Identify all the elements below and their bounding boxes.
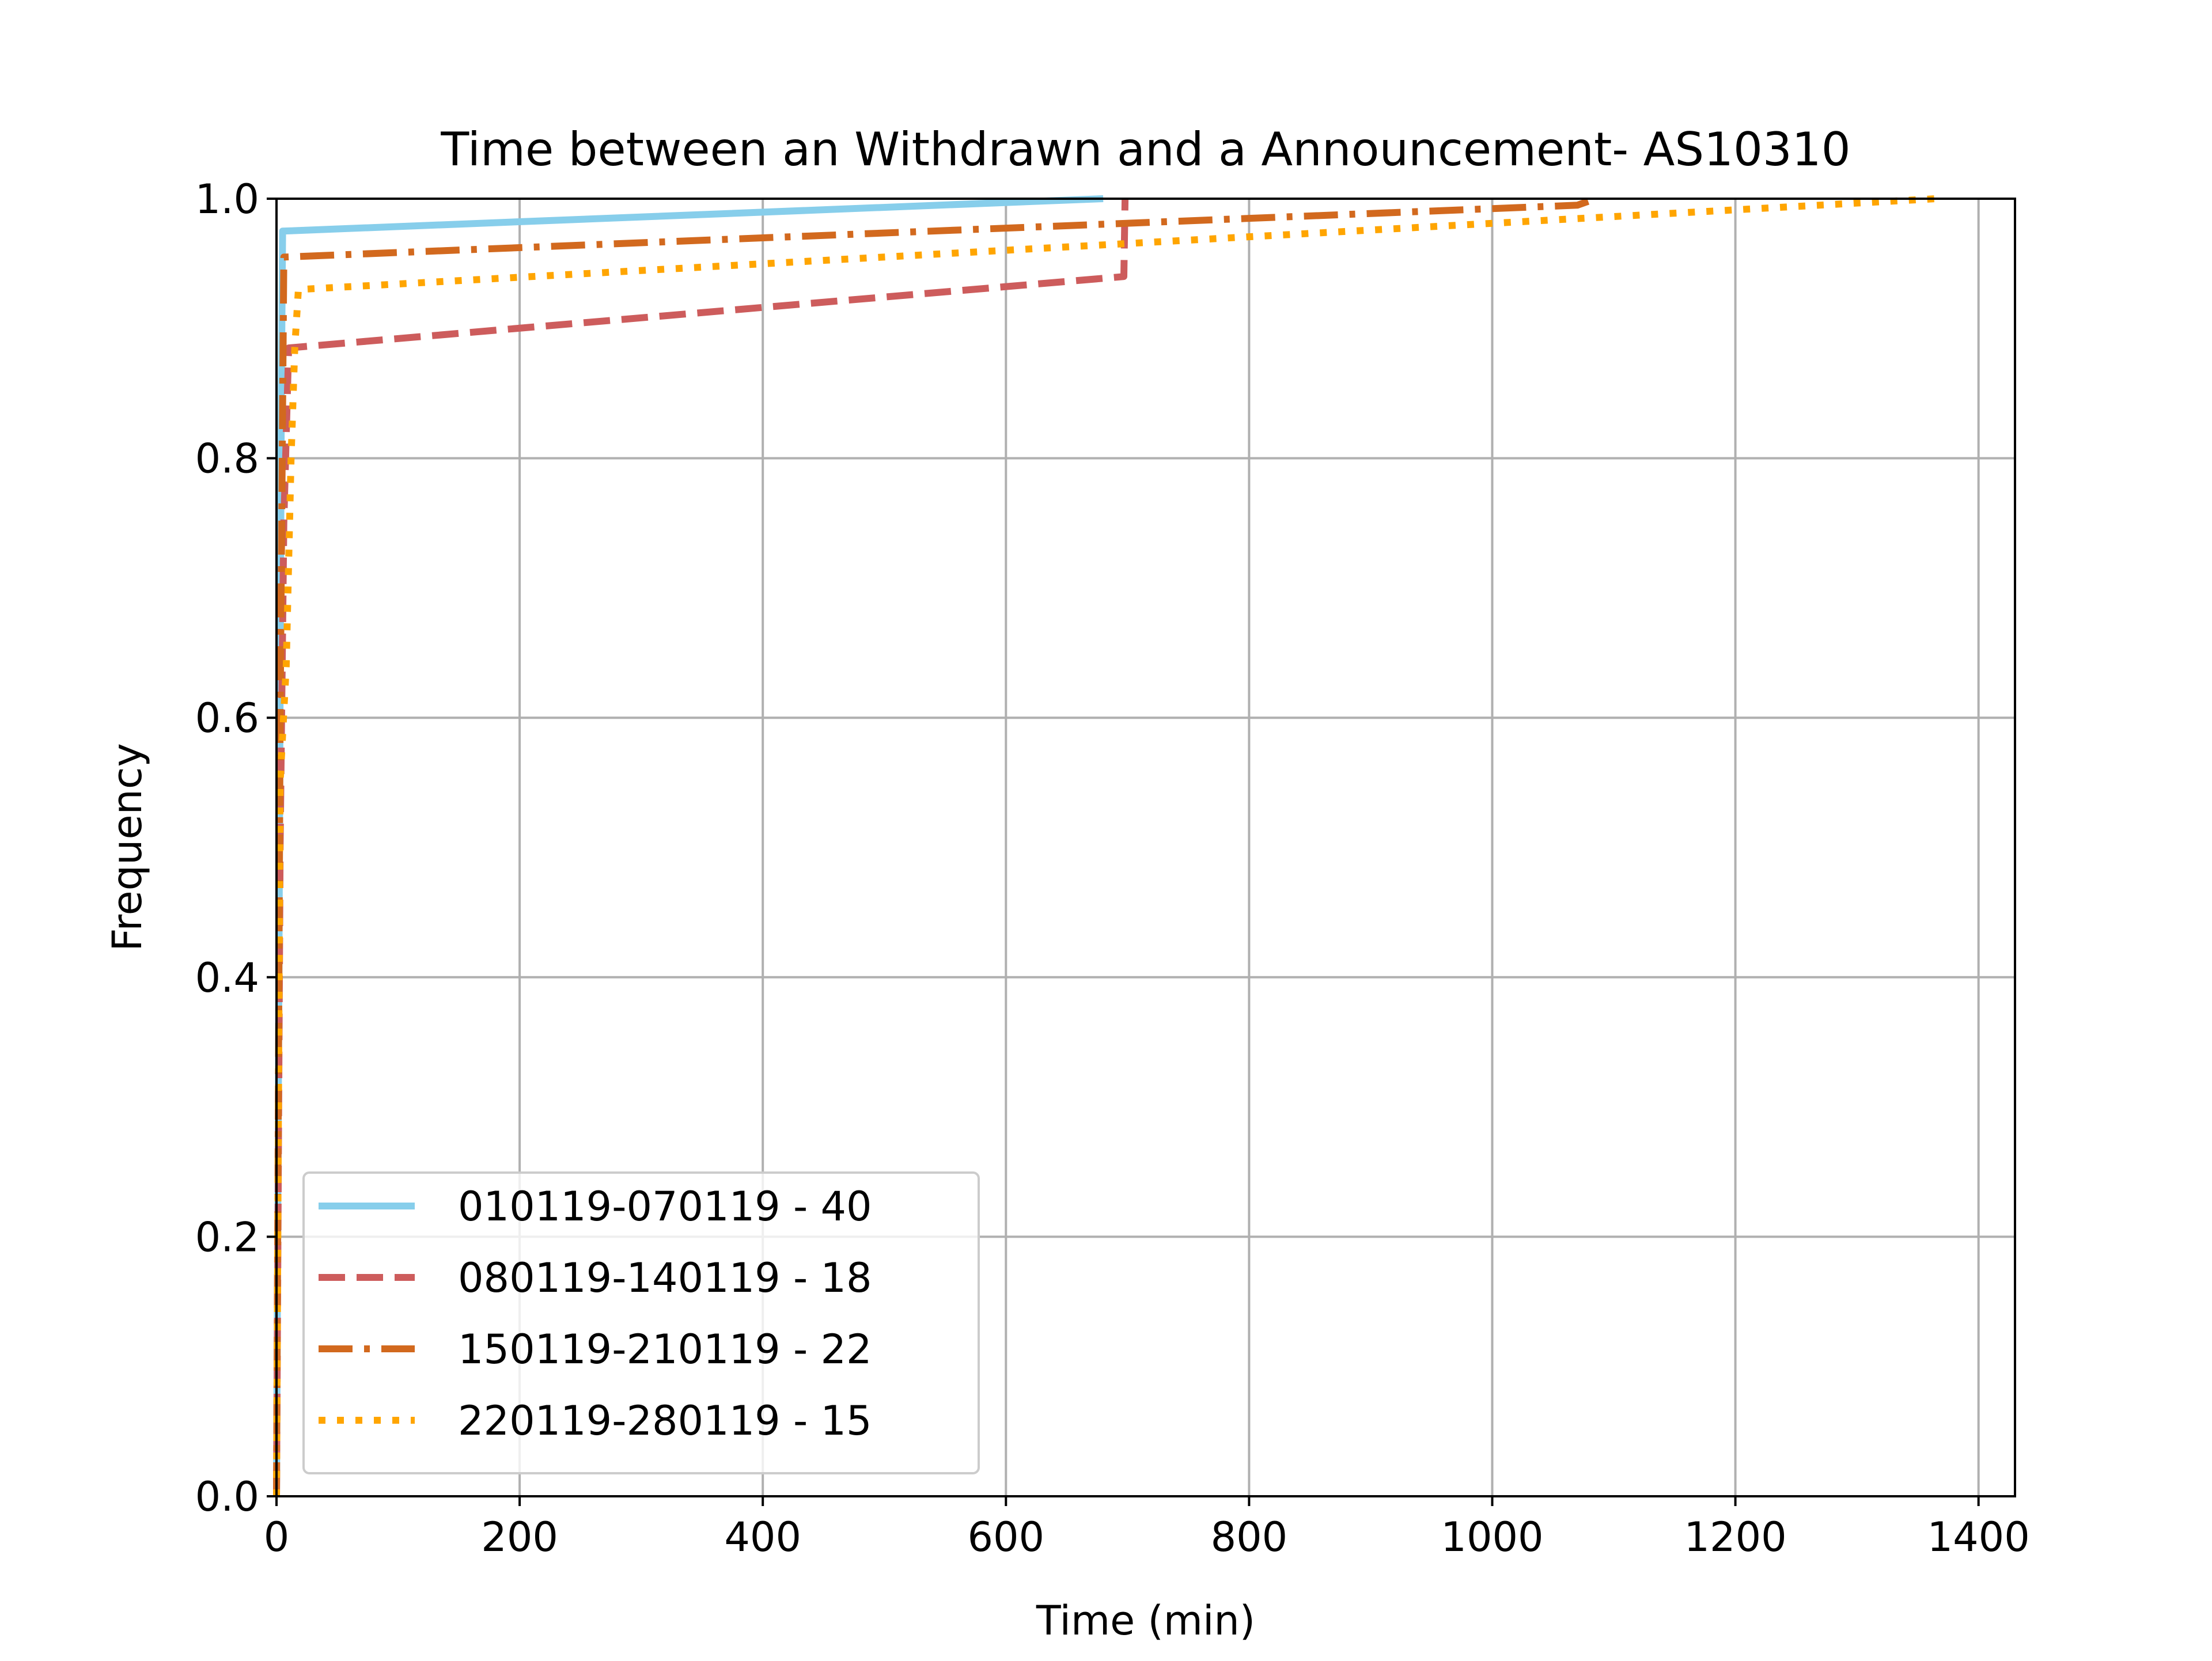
legend-label-3: 150119-210119 - 22 (458, 1326, 872, 1373)
y-tick-label: 0.0 (195, 1473, 259, 1520)
legend: 010119-070119 - 40 080119-140119 - 18 1501… (302, 1171, 980, 1474)
x-tick-label: 0 (264, 1514, 290, 1561)
x-tick-label: 400 (724, 1514, 801, 1561)
x-tick-label: 1400 (1927, 1514, 2030, 1561)
axis-ticks: 0 200 400 600 800 1000 1200 1400 0.0 0.2 0.4 0.6 0.8… (195, 176, 2030, 1561)
x-axis-label: Time (min) (1036, 1597, 1255, 1644)
legend-label-4: 220119-280119 - 15 (458, 1397, 872, 1444)
series-line-4 (273, 195, 1937, 1497)
series-lines (273, 195, 1937, 1497)
y-tick-label: 0.2 (195, 1213, 259, 1261)
y-tick-label: 0.8 (195, 435, 259, 483)
x-tick-label: 1000 (1441, 1514, 1543, 1561)
y-axis-label: Frequency (104, 743, 151, 951)
legend-label-2: 080119-140119 - 18 (458, 1254, 872, 1302)
legend-label-1: 010119-070119 - 40 (458, 1183, 872, 1230)
plot-frame (275, 198, 2016, 1497)
x-tick-label: 200 (481, 1514, 558, 1561)
x-tick-label: 1200 (1684, 1514, 1787, 1561)
x-tick-label: 600 (967, 1514, 1044, 1561)
y-tick-label: 1.0 (195, 176, 259, 223)
legend-box (302, 1171, 980, 1474)
y-tick-label: 0.6 (195, 695, 259, 742)
y-tick-label: 0.4 (195, 954, 259, 1002)
x-tick-label: 800 (1211, 1514, 1288, 1561)
chart-title: Time between an Withdrawn and a Announce… (440, 123, 1850, 176)
